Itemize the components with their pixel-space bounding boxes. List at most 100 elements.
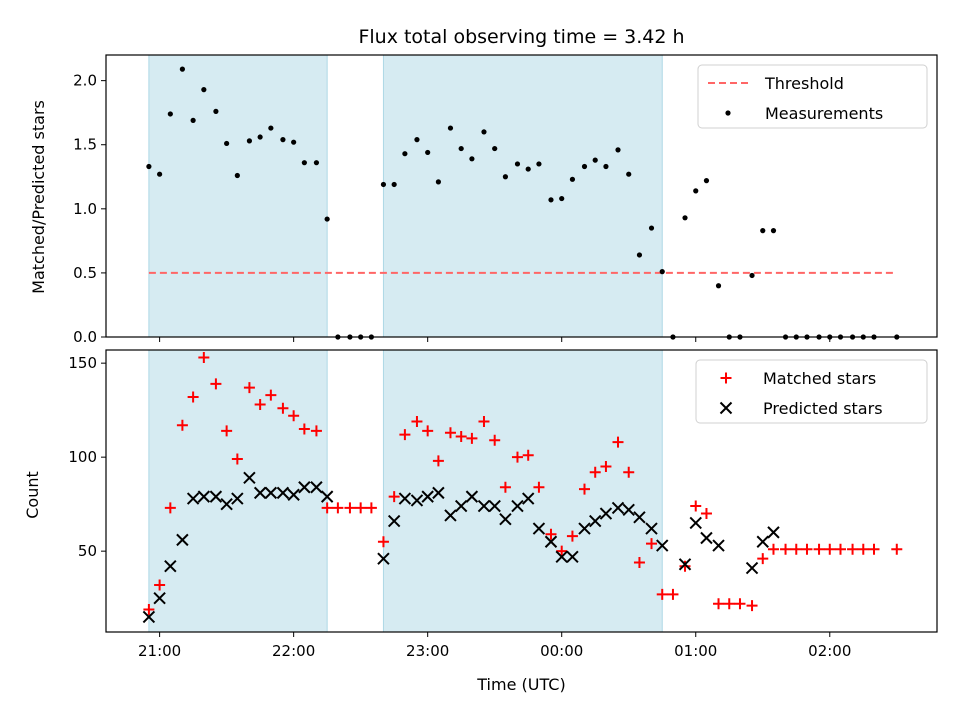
measurements-point (246, 138, 253, 144)
matched-stars-point (834, 543, 846, 555)
predicted-stars-point (142, 610, 156, 624)
measurements-point (481, 129, 487, 135)
matched-stars-point (432, 455, 444, 467)
matched-stars-point (690, 500, 702, 512)
matched-stars-point (656, 588, 668, 600)
matched-stars-point (499, 481, 511, 493)
matched-stars-point (254, 399, 266, 411)
legend-swatch (720, 372, 732, 384)
predicted-stars-point (555, 550, 568, 564)
measurements-point (268, 125, 274, 131)
predicted-stars-point (566, 550, 579, 564)
matched-stars-point (210, 378, 222, 390)
matched-stars-point (566, 530, 578, 542)
predicted-stars-point (243, 471, 256, 485)
count-panel-frame (105, 349, 938, 633)
x-tick-label: 02:00 (808, 642, 851, 660)
predicted-stars-point (276, 486, 290, 500)
matched-stars-point (399, 429, 411, 441)
measurements-point (514, 161, 521, 167)
measurements-point (280, 137, 286, 143)
matched-stars-point (623, 466, 635, 478)
predicted-stars-point (678, 558, 692, 571)
matched-stars-point (198, 352, 210, 364)
predicted-stars-point (421, 490, 434, 503)
matched-stars-point (790, 543, 802, 555)
matched-stars-point (522, 449, 534, 461)
matched-stars-point (243, 382, 255, 394)
measurements-point (224, 140, 230, 147)
matched-stars-point (533, 481, 545, 493)
observing-interval-shade (148, 55, 328, 337)
matched-stars-point (489, 434, 501, 446)
x-tick-label: 23:00 (406, 642, 449, 660)
observing-interval-shade (383, 350, 663, 632)
matched-stars-point (868, 543, 880, 555)
predicted-stars-point (253, 486, 267, 500)
predicted-stars-point (164, 559, 177, 573)
measurements-point (569, 176, 576, 182)
matched-stars-point (667, 588, 679, 600)
measurements-point (536, 161, 542, 167)
measurements-point (636, 252, 643, 258)
matched-stars-point (466, 432, 478, 444)
predicted-stars-point (622, 503, 635, 517)
predicted-stars-point (745, 561, 759, 575)
matched-stars-point (545, 528, 557, 540)
matched-stars-point (355, 502, 367, 514)
predicted-stars-point (320, 490, 334, 503)
matched-stars-point (847, 543, 859, 555)
matched-stars-point (298, 423, 310, 435)
matched-stars-point (757, 553, 769, 565)
matched-stars-point (589, 466, 601, 478)
measurements-point (291, 139, 297, 145)
matched-stars-point (600, 461, 612, 473)
matched-stars-point (288, 410, 300, 422)
predicted-stars-point (488, 499, 501, 513)
predicted-stars-point (298, 481, 311, 494)
measurements-point (770, 228, 777, 234)
predicted-stars-point (186, 492, 200, 505)
predicted-stars-point (578, 522, 591, 535)
measurements-point (581, 163, 588, 170)
legend-box (695, 359, 928, 424)
y-tick-label: 1.0 (73, 200, 97, 218)
measurements-point (167, 111, 173, 117)
measurements-point (548, 197, 554, 203)
count-y-axis-label: Count (23, 471, 42, 519)
measurements-point (492, 145, 498, 152)
matched-stars-point (187, 391, 199, 403)
predicted-stars-point (231, 492, 244, 505)
predicted-stars-point (197, 490, 211, 503)
predicted-stars-point (689, 516, 702, 530)
matched-stars-point (679, 560, 691, 572)
measurements-point (447, 125, 454, 131)
y-tick-label: 0.0 (73, 328, 97, 346)
measurements-point (402, 151, 408, 157)
matched-stars-point (176, 419, 188, 431)
matched-stars-point (277, 402, 289, 414)
measurements-point (324, 216, 330, 222)
x-tick-label: 00:00 (540, 642, 583, 660)
matched-stars-point (612, 436, 624, 448)
matched-stars-point (891, 543, 903, 555)
matched-stars-point (164, 502, 176, 514)
measurements-point (301, 160, 307, 166)
predicted-stars-point (611, 501, 625, 515)
matched-stars-point (801, 543, 813, 555)
matched-stars-point (411, 415, 423, 427)
legend-swatch (725, 110, 731, 116)
measurements-point (648, 225, 655, 231)
observing-interval-shade (383, 55, 663, 337)
measurements-point (615, 147, 621, 153)
predicted-stars-point (544, 535, 558, 548)
legend-swatch (719, 401, 733, 415)
matched-stars-point (723, 598, 735, 610)
measurements-point (469, 156, 475, 162)
y-tick-label: 150 (68, 354, 97, 372)
ratio-panel-frame (105, 54, 938, 338)
matched-stars-point (143, 603, 155, 615)
matched-stars-point (310, 425, 322, 437)
predicted-stars-point (220, 497, 233, 511)
